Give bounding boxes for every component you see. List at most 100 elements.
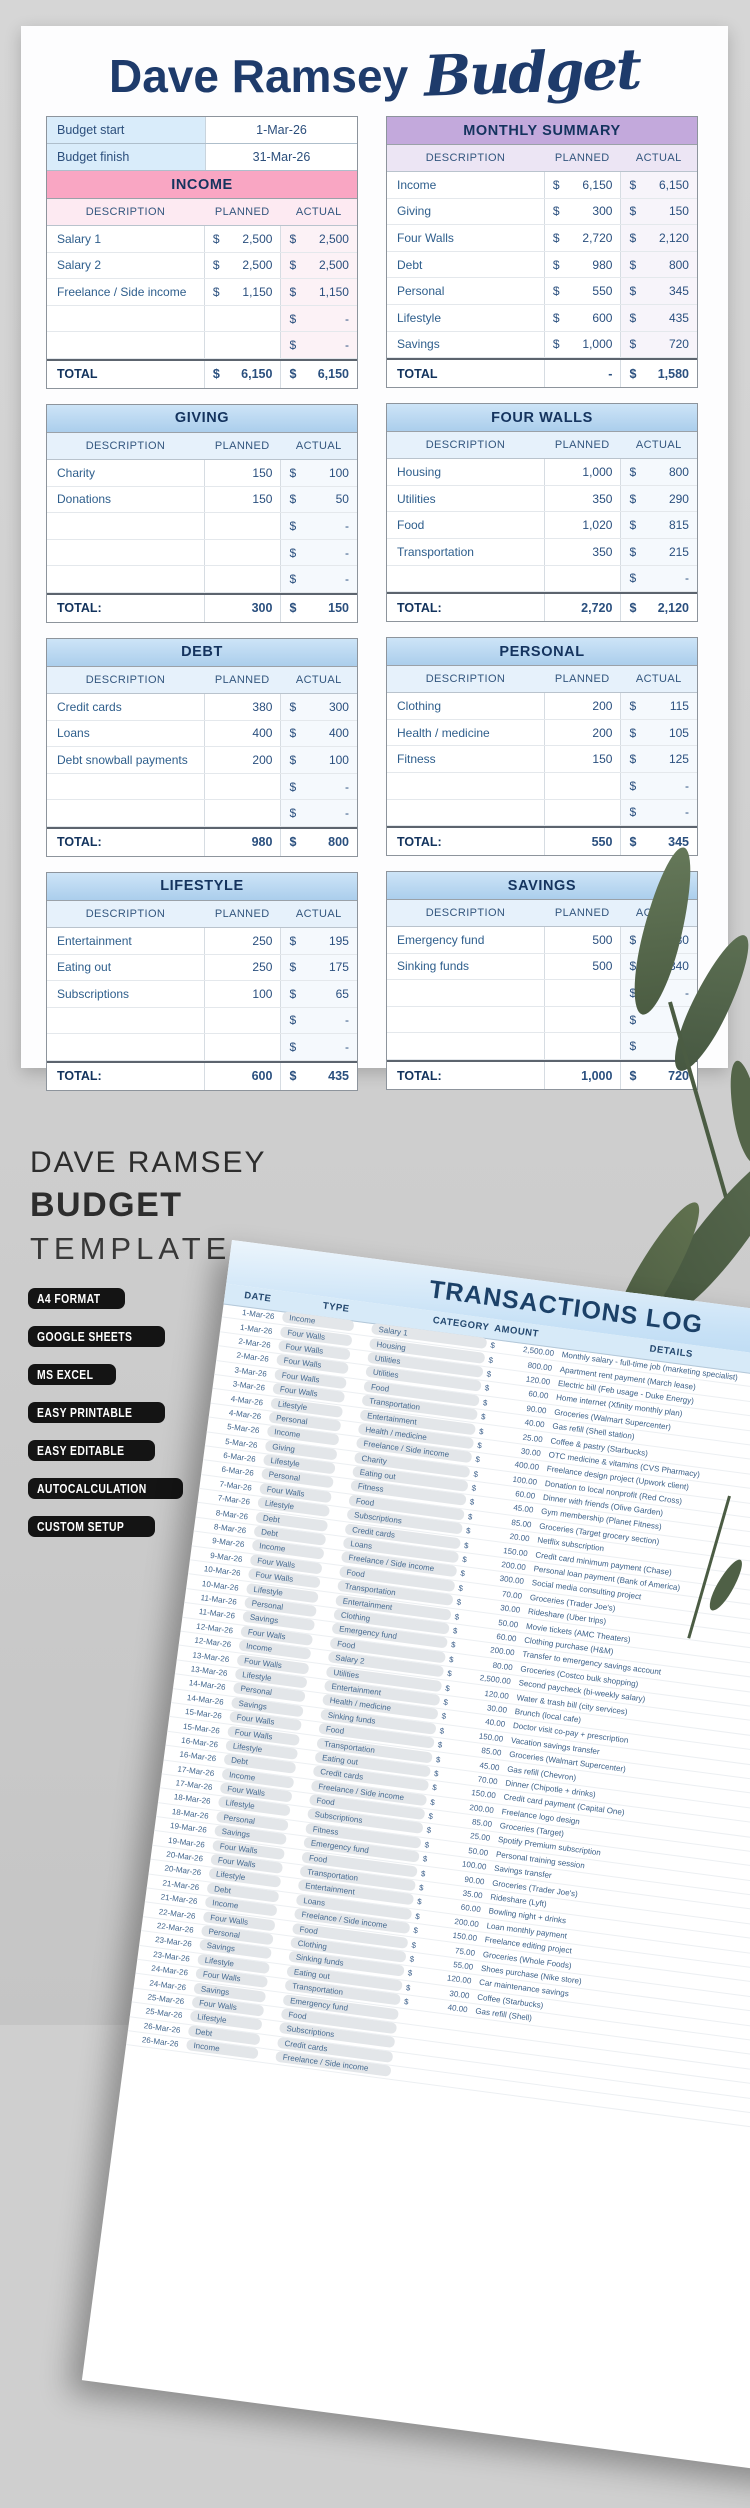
- table-row: Debt $980 $800: [387, 251, 697, 279]
- cell-planned: $550: [543, 278, 621, 304]
- table-row: $-: [387, 1006, 697, 1034]
- cell-description: [47, 540, 204, 566]
- dollar-sign: $: [629, 366, 637, 381]
- actual-value: 175: [328, 960, 349, 975]
- dollar-sign: $: [552, 337, 560, 352]
- planned-value: 400: [252, 726, 273, 741]
- planned-value: 250: [252, 933, 273, 948]
- table-row: $-: [47, 513, 357, 540]
- dollar-sign: $: [289, 258, 297, 273]
- total-actual-value: 150: [328, 601, 349, 616]
- dollar-sign: $: [289, 338, 297, 353]
- table-giving: GIVING DESCRIPTION PLANNED ACTUAL Charity 150…: [46, 403, 358, 623]
- cell-description: [387, 980, 544, 1006]
- feature-badge: AUTOCALCULATION: [28, 1478, 184, 1499]
- dollar-sign: $: [629, 725, 637, 740]
- cell-actual: $345: [620, 278, 697, 304]
- total-actual: $6,150: [280, 360, 357, 388]
- cell-planned: [543, 980, 621, 1006]
- actual-value: -: [344, 1040, 349, 1055]
- cell-planned: 1,000: [543, 459, 621, 485]
- actual-value: -: [344, 1013, 349, 1028]
- promo-line-3: TEMPLATE: [30, 1231, 232, 1266]
- total-planned-value: 600: [251, 1069, 273, 1084]
- total-label: TOTAL:: [57, 1069, 102, 1084]
- cell-description: Clothing: [397, 698, 442, 713]
- table-row: $-: [387, 1033, 697, 1061]
- cell-planned: [203, 773, 281, 800]
- planned-value: 6,150: [582, 177, 613, 192]
- dollar-sign: $: [289, 311, 297, 326]
- cell-planned: 200: [203, 747, 281, 773]
- transactions-rows: 1-Mar-26 Income Salary 1 $2,500.00 Monthly s…: [125, 1303, 750, 2174]
- cell-actual: $-: [620, 799, 697, 826]
- planned-value: 1,150: [242, 284, 273, 299]
- meta-label: Budget start: [47, 117, 205, 143]
- planned-value: 500: [592, 959, 613, 974]
- total-actual: $150: [280, 594, 357, 622]
- feature-badge-label: EASY PRINTABLE: [37, 1405, 133, 1420]
- cell-description: Emergency fund: [397, 932, 485, 947]
- cell-description: Fitness: [397, 752, 436, 767]
- table-row: $-: [47, 332, 357, 359]
- cell-planned: [203, 513, 281, 539]
- total-planned-value: 6,150: [241, 367, 273, 382]
- dollar-sign: $: [289, 465, 297, 480]
- cell-planned: [203, 332, 281, 358]
- column-planned: PLANNED: [554, 907, 610, 920]
- table-row: $-: [387, 565, 697, 593]
- planned-value: 1,000: [582, 337, 613, 352]
- table-row: Donations 150 $50: [47, 486, 357, 514]
- dollar-sign: $: [629, 544, 637, 559]
- actual-value: -: [684, 778, 689, 793]
- feature-badges: A4 FORMAT GOOGLE SHEETS MS EXCEL EASY PRINT…: [28, 1288, 184, 1554]
- actual-value: 105: [668, 725, 689, 740]
- cell-planned: 200: [543, 693, 621, 719]
- total-planned-value: 550: [591, 834, 613, 849]
- cell-actual: $105: [620, 719, 697, 746]
- cell-description: [47, 1008, 204, 1034]
- planned-value: 980: [592, 257, 613, 272]
- cell-actual: $100: [280, 459, 357, 486]
- table-row: Loans 400 $400: [47, 720, 357, 748]
- dollar-sign: $: [289, 726, 297, 741]
- dollar-sign: $: [289, 1069, 297, 1084]
- table-row: $-: [47, 1007, 357, 1035]
- cell-description: [47, 800, 204, 826]
- column-actual: ACTUAL: [635, 673, 682, 686]
- total-actual: $2,120: [620, 594, 697, 622]
- dollar-sign: $: [629, 491, 637, 506]
- transaction-amount: [414, 2017, 466, 2024]
- feature-badge: CUSTOM SETUP: [28, 1516, 156, 1537]
- cell-planned: [203, 800, 281, 826]
- dollar-sign: [402, 2016, 414, 2018]
- dollar-sign: $: [289, 806, 297, 821]
- cell-actual: $2,500: [280, 226, 357, 252]
- dollar-sign: $: [212, 258, 220, 273]
- cell-description: [47, 513, 204, 539]
- column-planned: PLANNED: [214, 206, 270, 218]
- column-description: DESCRIPTION: [425, 673, 506, 686]
- table-row: $-: [387, 799, 697, 827]
- planned-value: 150: [252, 465, 273, 480]
- cell-description: Health / medicine: [397, 725, 490, 740]
- cell-planned: $2,720: [543, 225, 621, 251]
- cell-description: Lifestyle: [397, 310, 442, 325]
- table-title: GIVING: [47, 404, 357, 433]
- transaction-amount: [408, 2060, 460, 2067]
- column-description: DESCRIPTION: [85, 206, 166, 218]
- cell-actual: $-: [620, 565, 697, 592]
- cell-planned: [543, 1033, 621, 1060]
- table-row: Subscriptions 100 $65: [47, 981, 357, 1008]
- actual-value: 125: [668, 752, 689, 767]
- cell-planned: 250: [203, 954, 281, 981]
- total-planned: 1,000: [543, 1062, 621, 1090]
- actual-value: 50: [335, 492, 349, 507]
- dollar-sign: $: [289, 1013, 297, 1028]
- total-actual-value: 720: [668, 1068, 689, 1083]
- feature-badge: A4 FORMAT: [28, 1288, 126, 1309]
- page-title-main: Dave Ramsey: [108, 50, 409, 102]
- cell-description: Personal: [397, 284, 445, 299]
- cell-description: Sinking funds: [397, 959, 470, 974]
- cell-actual: $65: [280, 981, 357, 1007]
